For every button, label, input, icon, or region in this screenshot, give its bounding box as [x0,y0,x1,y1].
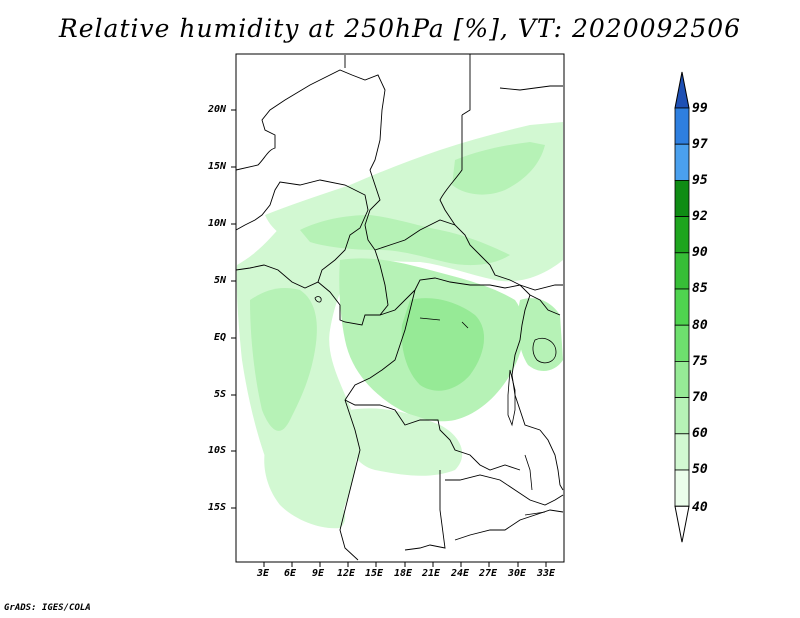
lon-label: 12E [337,568,356,579]
colorbar-label: 90 [692,245,708,260]
colorbar-label: 80 [692,318,708,333]
colorbar-segment [674,324,690,362]
humidity-area-south [347,408,463,476]
lake-outline [524,454,533,491]
lake-outline [461,321,469,329]
colorbar-segment [674,433,690,471]
lat-label: 5N [214,275,227,286]
border-line [454,509,564,541]
colorbar-segment [674,252,690,290]
colorbar-segment [674,143,690,181]
colorbar-segment [674,469,690,507]
colorbar-label: 70 [692,390,708,405]
colorbar-top-arrow [674,71,690,109]
country-borders [235,54,564,561]
colorbar-label: 40 [692,500,708,515]
lat-label: 20N [208,104,227,115]
lon-label: 9E [312,568,325,579]
border-line [339,399,361,561]
colorbar-label: 95 [692,173,708,188]
lat-label: 10S [208,445,227,456]
lat-label: EQ [214,332,227,343]
colorbar-segment [674,397,690,435]
colorbar-segment [674,288,690,326]
colorbar-label: 99 [692,101,708,116]
colorbar-segment [674,179,690,217]
border-line [414,277,531,296]
humidity-area-southwest [264,450,346,529]
humidity-area-east [517,298,563,372]
lakes [314,296,557,516]
lat-label: 5S [214,389,227,400]
border-line [374,249,389,316]
lon-label: 15E [365,568,384,579]
border-line [404,470,446,551]
colorbar-label: 97 [692,137,708,152]
grads-credit: GrADS: IGES/COLA [4,603,91,613]
colorbar [674,71,690,543]
colorbar-label: 92 [692,209,708,224]
lon-label: 3E [257,568,270,579]
humidity-shading [236,122,563,529]
lon-label: 21E [422,568,441,579]
lake-outline [314,296,322,303]
border-line [235,69,386,171]
colorbar-label: 50 [692,462,708,477]
axis-ticks [231,109,547,567]
lat-label: 15N [208,161,227,172]
humidity-area-northeast-core [452,142,545,195]
colorbar-label: 60 [692,426,708,441]
colorbar-label: 75 [692,354,708,369]
border-line [461,54,471,116]
lake-outline [524,511,546,516]
border-line [344,289,416,401]
colorbar-segment [674,216,690,254]
map-title: Relative humidity at 250hPa [%], VT: 202… [58,14,742,43]
lat-label: 15S [208,502,227,513]
lon-label: 33E [537,568,556,579]
lon-label: 27E [479,568,498,579]
lon-label: 6E [284,568,297,579]
lon-label: 30E [508,568,527,579]
lake-outline [532,337,557,364]
lon-label: 24E [451,568,470,579]
border-line [317,281,416,326]
colorbar-segment [674,360,690,398]
colorbar-bottom-arrow [674,505,690,543]
humidity-area-central-core [401,298,485,391]
border-line [511,294,541,431]
colorbar-label: 85 [692,281,708,296]
border-line [499,85,563,91]
map-frame [235,53,565,563]
humidity-area-west-core [250,288,317,431]
border-line [439,115,563,291]
border-line [539,429,564,491]
lake-outline [507,369,516,427]
lon-label: 18E [394,568,413,579]
lat-label: 10N [208,218,227,229]
border-line [364,169,456,251]
border-line [445,474,564,506]
border-line [235,179,369,289]
lake-outline [419,317,441,321]
colorbar-segment [674,107,690,145]
border-line [529,294,561,316]
border-line [344,399,521,471]
